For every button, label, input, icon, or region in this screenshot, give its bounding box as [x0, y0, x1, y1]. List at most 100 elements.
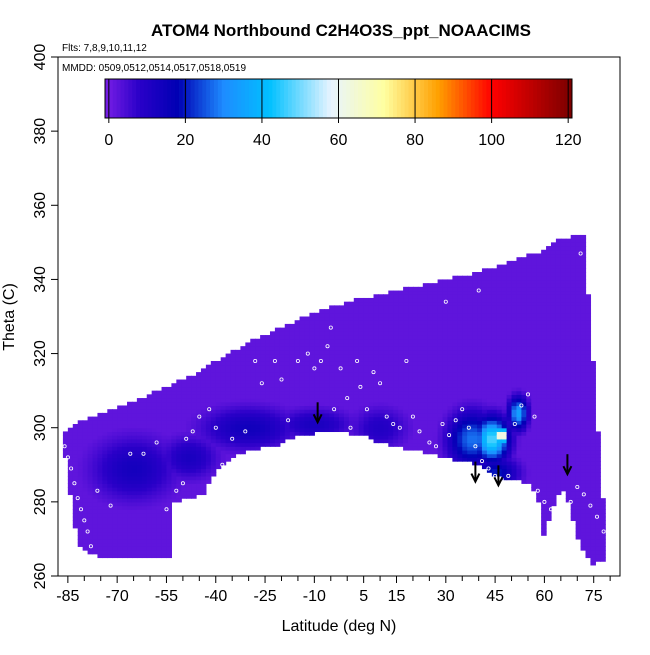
field-cell: [457, 287, 463, 291]
field-cell: [334, 417, 340, 421]
field-cell: [428, 350, 434, 354]
field-cell: [497, 439, 503, 443]
field-cell: [507, 298, 513, 302]
field-cell: [388, 350, 394, 354]
field-cell: [472, 454, 478, 458]
field-cell: [359, 317, 365, 321]
field-cell: [551, 402, 557, 406]
field-cell: [147, 524, 153, 528]
field-cell: [383, 342, 389, 346]
field-cell: [378, 309, 384, 313]
field-cell: [541, 402, 547, 406]
field-cell: [142, 413, 148, 417]
field-cell: [97, 491, 103, 495]
field-cell: [339, 317, 345, 321]
field-cell: [512, 291, 518, 295]
field-cell: [398, 413, 404, 417]
field-cell: [319, 342, 325, 346]
field-cell: [413, 305, 419, 309]
field-cell: [374, 309, 380, 313]
field-cell: [457, 279, 463, 283]
field-cell: [585, 435, 591, 439]
field-cell: [512, 350, 518, 354]
field-cell: [127, 517, 133, 521]
field-cell: [201, 472, 207, 476]
field-cell: [142, 439, 148, 443]
field-cell: [516, 305, 522, 309]
field-cell: [403, 417, 409, 421]
field-cell: [314, 380, 320, 384]
field-cell: [492, 309, 498, 313]
field-cell: [413, 339, 419, 343]
field-cell: [477, 272, 483, 276]
field-cell: [181, 383, 187, 387]
field-cell: [551, 313, 557, 317]
field-cell: [551, 394, 557, 398]
field-cell: [487, 391, 493, 395]
field-cell: [374, 383, 380, 387]
field-cell: [206, 472, 212, 476]
field-cell: [507, 420, 513, 424]
field-cell: [482, 313, 488, 317]
field-cell: [413, 346, 419, 350]
field-cell: [226, 428, 232, 432]
field-cell: [157, 528, 163, 532]
field-cell: [477, 376, 483, 380]
field-cell: [275, 365, 281, 369]
field-cell: [571, 357, 577, 361]
field-cell: [566, 402, 572, 406]
field-cell: [398, 361, 404, 365]
field-cell: [290, 339, 296, 343]
field-cell: [512, 324, 518, 328]
field-cell: [127, 520, 133, 524]
field-cell: [457, 313, 463, 317]
field-cell: [541, 513, 547, 517]
field-cell: [423, 324, 429, 328]
field-cell: [171, 498, 177, 502]
field-cell: [462, 302, 468, 306]
field-cell: [240, 372, 246, 376]
field-cell: [581, 535, 587, 539]
field-cell: [472, 380, 478, 384]
field-cell: [304, 394, 310, 398]
field-cell: [418, 435, 424, 439]
field-cell: [226, 387, 232, 391]
field-cell: [566, 317, 572, 321]
field-cell: [551, 491, 557, 495]
field-cell: [541, 494, 547, 498]
field-cell: [556, 380, 562, 384]
field-cell: [117, 543, 123, 547]
field-cell: [497, 424, 503, 428]
field-cell: [73, 446, 79, 450]
field-cell: [83, 532, 89, 536]
field-cell: [447, 380, 453, 384]
field-cell: [462, 435, 468, 439]
field-cell: [507, 417, 513, 421]
field-cell: [93, 483, 99, 487]
field-cell: [235, 413, 241, 417]
field-cell: [388, 309, 394, 313]
field-cell: [581, 487, 587, 491]
field-cell: [576, 498, 582, 502]
y-tick-label: 300: [32, 414, 49, 441]
field-cell: [576, 253, 582, 257]
field-cell: [428, 413, 434, 417]
field-cell: [452, 443, 458, 447]
field-cell: [280, 350, 286, 354]
field-cell: [196, 420, 202, 424]
field-cell: [472, 291, 478, 295]
field-cell: [176, 494, 182, 498]
field-cell: [275, 339, 281, 343]
field-cell: [364, 324, 370, 328]
field-cell: [73, 465, 79, 469]
field-cell: [226, 357, 232, 361]
field-cell: [364, 417, 370, 421]
field-cell: [137, 409, 143, 413]
field-cell: [595, 491, 601, 495]
field-cell: [512, 391, 518, 395]
field-cell: [235, 439, 241, 443]
field-cell: [566, 298, 572, 302]
field-cell: [551, 368, 557, 372]
field-cell: [512, 261, 518, 265]
field-cell: [349, 365, 355, 369]
